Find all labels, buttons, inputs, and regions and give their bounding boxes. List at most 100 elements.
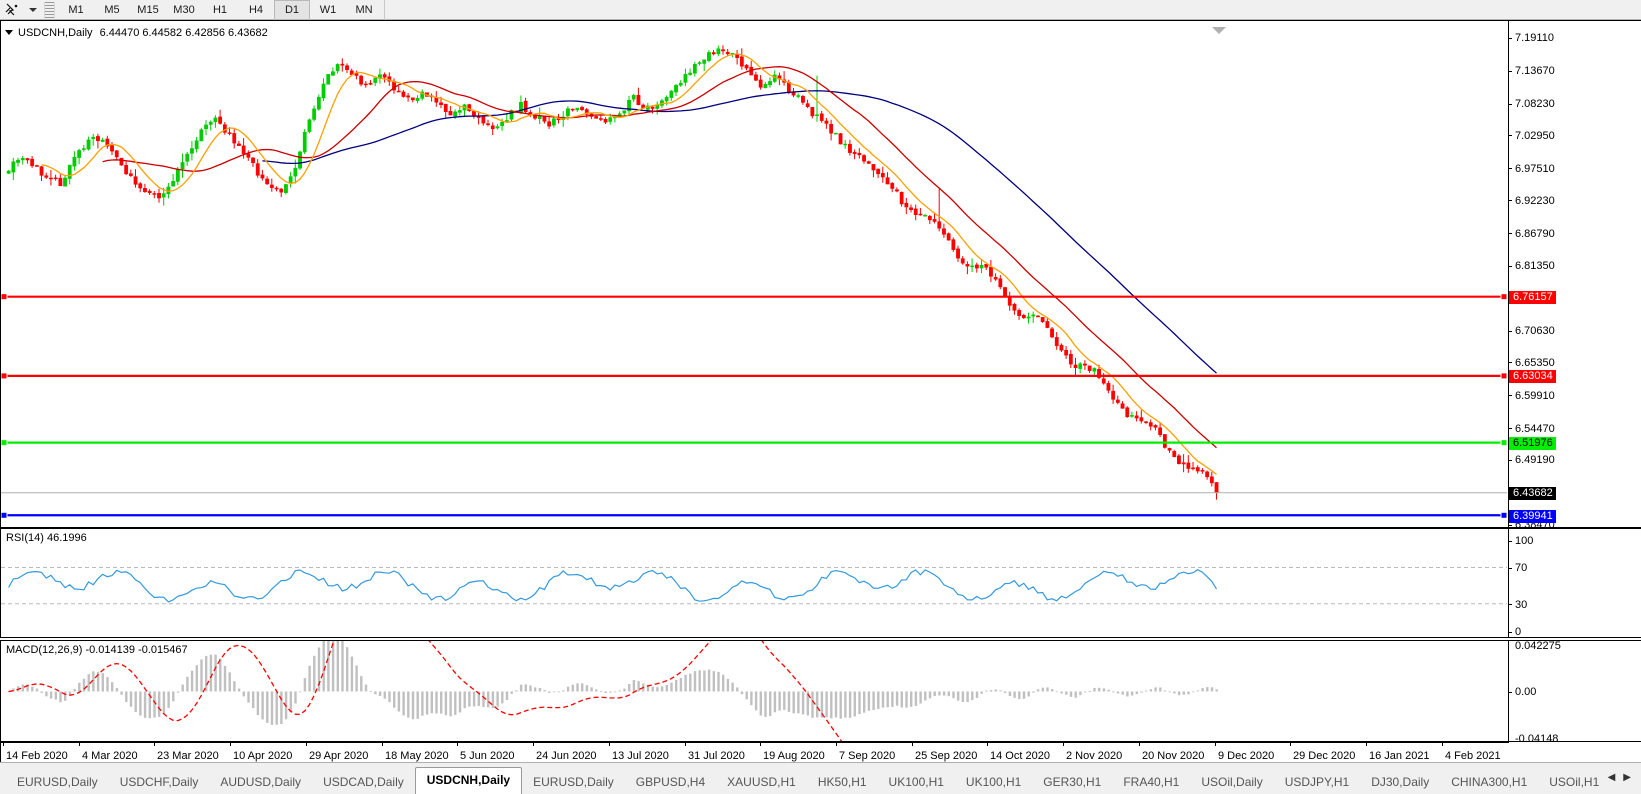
date-tick-mark bbox=[3, 742, 4, 746]
chart-tab-dj30-daily[interactable]: DJ30,Daily bbox=[1371, 775, 1430, 789]
toolbar-grip-icon[interactable] bbox=[44, 1, 55, 18]
ma-fast-line bbox=[41, 53, 1217, 475]
triangle-down-icon[interactable] bbox=[5, 30, 13, 35]
date-tick-label: 5 Jun 2020 bbox=[460, 750, 515, 762]
rsi-series-svg bbox=[1, 566, 1507, 605]
price-tick: 6.70630 bbox=[1508, 325, 1555, 337]
chevron-down-icon[interactable] bbox=[26, 1, 40, 19]
timeframe-h4[interactable]: H4 bbox=[248, 3, 264, 16]
recenter-triangle-icon[interactable] bbox=[1212, 27, 1226, 34]
price-tick-label: 6.81350 bbox=[1515, 260, 1555, 273]
chart-tab-xauusd-h1[interactable]: XAUUSD,H1 bbox=[727, 775, 796, 789]
date-tick-mark bbox=[306, 742, 307, 746]
date-tick-label: 23 Mar 2020 bbox=[157, 750, 219, 762]
date-tick-mark bbox=[457, 742, 458, 746]
date-tick-mark bbox=[1063, 742, 1064, 746]
timeframe-mn[interactable]: MN bbox=[355, 3, 373, 16]
date-tick-label: 4 Mar 2020 bbox=[82, 750, 138, 762]
rsi-tick-label: 0 bbox=[1515, 626, 1522, 638]
date-tick-label: 4 Feb 2021 bbox=[1445, 750, 1501, 762]
price-series-svg bbox=[1, 45, 1507, 519]
resistance-level-handle bbox=[1500, 293, 1507, 301]
macd-tick: 0.042275 bbox=[1508, 640, 1561, 652]
price-tick: 7.02950 bbox=[1508, 130, 1555, 142]
price-axis[interactable]: 7.19110 7.13670 7.08230 7.02950 6.97510 6.922… bbox=[1508, 20, 1641, 531]
price-pane[interactable]: USDCNH,Daily 6.44470 6.44582 6.42856 6.4… bbox=[0, 20, 1508, 528]
date-tick-mark bbox=[533, 742, 534, 746]
chart-tab-usoil-daily[interactable]: USOil,Daily bbox=[1201, 775, 1263, 789]
chart-tab-usdjpy-h1[interactable]: USDJPY,H1 bbox=[1284, 775, 1350, 789]
chart-canvas-area: USDCNH,Daily 6.44470 6.44582 6.42856 6.4… bbox=[0, 20, 1641, 794]
rsi-tick: 100 bbox=[1508, 535, 1533, 547]
rsi-pane[interactable]: RSI(14) 46.1996 bbox=[0, 528, 1508, 638]
chart-tab-uk100-h1[interactable]: UK100,H1 bbox=[888, 775, 944, 789]
chevron-right-icon[interactable]: ▶ bbox=[1623, 772, 1631, 783]
chart-tab-usdchf-daily[interactable]: USDCHF,Daily bbox=[119, 775, 199, 789]
timeframe-m5[interactable]: M5 bbox=[104, 3, 120, 16]
price-tick: 6.97510 bbox=[1508, 163, 1555, 175]
date-tick-mark bbox=[685, 742, 686, 746]
chart-tab-eurusd-daily[interactable]: EURUSD,Daily bbox=[17, 775, 98, 789]
macd-axis-line bbox=[1508, 641, 1509, 741]
chart-tab-usoil-h1[interactable]: USOil,H1 bbox=[1549, 775, 1600, 789]
price-tick-label: 7.02950 bbox=[1515, 129, 1555, 142]
date-tick-label: 19 Aug 2020 bbox=[763, 750, 825, 762]
date-tick-label: 20 Nov 2020 bbox=[1142, 750, 1205, 762]
date-tick-mark bbox=[79, 742, 80, 746]
price-tick: 6.59910 bbox=[1508, 390, 1555, 402]
price-tick: 6.86790 bbox=[1508, 228, 1555, 240]
date-tick-mark bbox=[609, 742, 610, 746]
timeframe-h1[interactable]: H1 bbox=[212, 3, 228, 16]
timeframe-m30[interactable]: M30 bbox=[173, 3, 195, 16]
chart-tab-hk50-h1[interactable]: HK50,H1 bbox=[817, 775, 867, 789]
price-tick: 6.92230 bbox=[1508, 195, 1555, 207]
date-axis[interactable]: 14 Feb 2020 4 Mar 2020 23 Mar 2020 10 Apr 2… bbox=[0, 742, 1509, 762]
support-level-label[interactable]: 6.51976 bbox=[1509, 437, 1556, 451]
date-tick-label: 7 Sep 2020 bbox=[839, 750, 896, 762]
crosshair-cursor-icon[interactable] bbox=[0, 1, 26, 19]
rsi-tick: 30 bbox=[1508, 599, 1527, 611]
chart-tab-uk100-h1[interactable]: UK100,H1 bbox=[965, 775, 1022, 789]
timeframe-m1[interactable]: M1 bbox=[68, 3, 84, 16]
chart-tab-audusd-daily[interactable]: AUDUSD,Daily bbox=[220, 775, 302, 789]
chart-tab-gbpusd-h4[interactable]: GBPUSD,H4 bbox=[635, 775, 706, 789]
chart-tab-usdcnh-daily[interactable]: USDCNH,Daily bbox=[414, 767, 523, 794]
chart-tab-fra40-h1[interactable]: FRA40,H1 bbox=[1123, 775, 1180, 789]
date-tick-mark bbox=[836, 742, 837, 746]
chart-symbol-header: USDCNH,Daily 6.44470 6.44582 6.42856 6.4… bbox=[5, 26, 268, 39]
macd-tick-label: -0.04148 bbox=[1515, 733, 1559, 745]
chart-toolbar: M1 M5 M15 M30 H1 H4 D1 W1 MN bbox=[0, 0, 1641, 20]
date-tick-mark bbox=[154, 742, 155, 746]
chevron-left-icon[interactable]: ◀ bbox=[1607, 772, 1616, 783]
price-tick-label: 7.13670 bbox=[1515, 65, 1555, 78]
macd-pane[interactable]: MACD(12,26,9) -0.014139 -0.015467 bbox=[0, 584, 1508, 794]
chart-tab-china300-h1[interactable]: CHINA300,H1 bbox=[1451, 775, 1528, 789]
price-tick: 7.19110 bbox=[1508, 32, 1554, 44]
date-tick-label: 10 Apr 2020 bbox=[233, 750, 293, 762]
timeframe-m15[interactable]: M15 bbox=[137, 3, 159, 16]
timeframe-d1[interactable]: D1 bbox=[274, 0, 310, 20]
price-tick: 6.54470 bbox=[1508, 423, 1555, 435]
macd-tick: -0.04148 bbox=[1508, 733, 1558, 745]
macd-axis: 0.042275 0.00 -0.04148 bbox=[1508, 640, 1641, 745]
toolbar-separator bbox=[384, 0, 385, 20]
rsi-axis-line bbox=[1508, 529, 1509, 637]
support-level-handle bbox=[1500, 439, 1507, 447]
date-tick-mark bbox=[912, 742, 913, 746]
candlestick-series bbox=[6, 45, 1219, 500]
macd-tick-label: 0.042275 bbox=[1515, 640, 1561, 652]
support-level-handle bbox=[1, 439, 8, 447]
chart-tab-ger30-h1[interactable]: GER30,H1 bbox=[1043, 775, 1102, 789]
bid-price-label[interactable]: 6.39941 bbox=[1509, 509, 1556, 523]
price-tick-label: 6.65350 bbox=[1515, 356, 1555, 369]
resistance-level-label[interactable]: 6.63034 bbox=[1509, 370, 1556, 384]
timeframe-w1[interactable]: W1 bbox=[319, 3, 337, 16]
chart-tab-bar: EURUSD,Daily USDCHF,Daily AUDUSD,Daily USDC… bbox=[0, 762, 1641, 794]
resistance-level-label[interactable]: 6.76157 bbox=[1509, 291, 1556, 305]
date-tick-mark bbox=[987, 742, 988, 746]
resistance-level-handle bbox=[1, 372, 8, 380]
chart-tab-eurusd-daily[interactable]: EURUSD,Daily bbox=[533, 775, 614, 789]
last-price-label[interactable]: 6.43682 bbox=[1509, 487, 1556, 501]
chart-tab-usdcad-daily[interactable]: USDCAD,Daily bbox=[323, 775, 404, 789]
price-tick-label: 6.92230 bbox=[1515, 194, 1555, 207]
